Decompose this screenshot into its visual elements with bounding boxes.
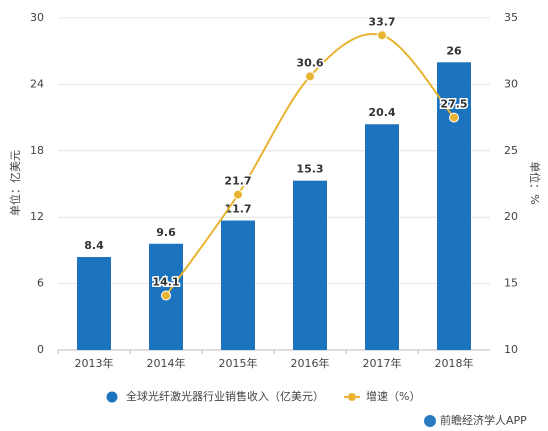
- y-tick-label: 0: [37, 343, 44, 356]
- bar: [365, 124, 399, 351]
- bar-value-label: 26: [446, 44, 462, 57]
- y2-tick-label: 20: [504, 210, 518, 223]
- legend-swatch: [106, 391, 118, 403]
- line-value-label: 30.6: [296, 56, 323, 69]
- legend-label: 增速（%）: [366, 389, 420, 403]
- y-tick-label: 6: [37, 277, 44, 290]
- y2-tick-label: 25: [504, 144, 518, 157]
- x-tick-label: 2014年: [147, 356, 186, 370]
- y2-tick-label: 30: [504, 77, 518, 90]
- line-point: [377, 30, 387, 41]
- y-axis-label: 单位：亿美元: [8, 150, 22, 216]
- y-tick-label: 12: [30, 210, 44, 223]
- y-tick-label: 24: [30, 77, 44, 90]
- line-point: [161, 290, 171, 301]
- bar-value-label: 20.4: [368, 106, 395, 119]
- bar-value-label: 15.3: [296, 163, 323, 176]
- x-tick-label: 2017年: [363, 356, 402, 370]
- y2-tick-label: 10: [504, 343, 518, 356]
- bar: [293, 180, 327, 350]
- source: 前瞻经济学人APP: [440, 413, 527, 427]
- y2-axis-label: 单位：%: [528, 161, 542, 204]
- y-tick-label: 18: [30, 144, 44, 157]
- legend-label: 全球光纤激光器行业销售收入（亿美元）: [126, 389, 324, 403]
- x-tick-label: 2013年: [75, 356, 114, 370]
- y2-tick-label: 15: [504, 277, 518, 290]
- line-value-label: 33.7: [368, 15, 395, 28]
- bar: [437, 62, 471, 351]
- bar: [77, 257, 111, 350]
- y2-tick-label: 35: [504, 11, 518, 24]
- line-point: [233, 189, 243, 200]
- x-tick-label: 2016年: [291, 356, 330, 370]
- source-icon: [424, 415, 436, 427]
- line-point: [449, 112, 459, 123]
- line-value-label: 14.1: [152, 276, 179, 289]
- bar-value-label: 8.4: [84, 239, 104, 252]
- line-value-label: 27.5: [440, 98, 467, 111]
- line-value-label: 21.7: [224, 175, 251, 188]
- bar: [221, 220, 255, 350]
- bar-value-label: 9.6: [156, 226, 176, 239]
- line-point: [305, 71, 315, 82]
- x-tick-label: 2015年: [219, 356, 258, 370]
- legend-swatch: [348, 393, 356, 401]
- x-tick-label: 2018年: [435, 356, 474, 370]
- y-tick-label: 30: [30, 11, 44, 24]
